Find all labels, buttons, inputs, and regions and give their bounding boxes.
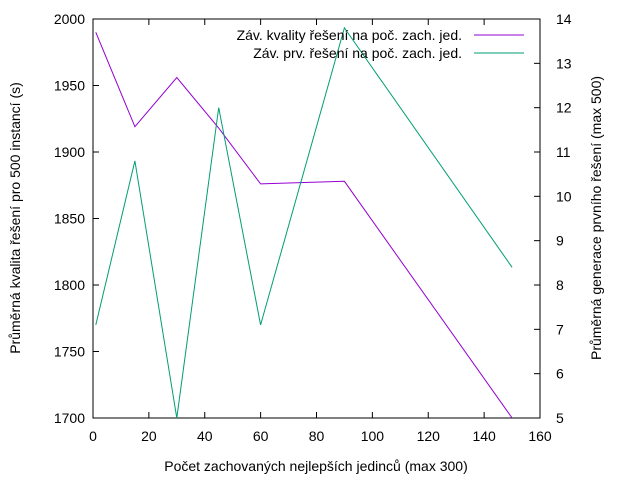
- y-tick-label: 1800: [54, 277, 85, 293]
- y2-axis-label: Průměrná generace prvního řešení (max 50…: [588, 76, 604, 360]
- x-tick-label: 160: [528, 428, 552, 444]
- x-tick-label: 0: [89, 428, 97, 444]
- y2-tick-label: 11: [556, 144, 571, 160]
- x-tick-label: 60: [253, 428, 269, 444]
- y-tick-label: 1900: [54, 144, 85, 160]
- plot-frame: [92, 18, 541, 419]
- legend-label-2: Záv. prv. řešení na poč. zach. jed.: [253, 45, 462, 61]
- y-tick-label: 1850: [54, 211, 85, 227]
- y-tick-label: 1700: [54, 410, 85, 426]
- x-tick-label: 80: [309, 428, 325, 444]
- y2-tick-label: 8: [556, 277, 564, 293]
- series-line-1: [95, 32, 513, 419]
- y2-tick-label: 9: [556, 233, 564, 249]
- y-tick-label: 2000: [54, 11, 85, 27]
- y2-tick-label: 10: [556, 188, 572, 204]
- y-tick-label: 1950: [54, 78, 85, 94]
- x-tick-label: 120: [417, 428, 441, 444]
- y-axis-label: Průměrná kvalita řešení pro 500 instancí…: [7, 82, 23, 354]
- x-tick-label: 140: [472, 428, 496, 444]
- x-tick-label: 100: [361, 428, 385, 444]
- y2-tick-label: 6: [556, 366, 564, 382]
- ticks-layer: 0 20 40 60 80 100 120 140 160 1700 1750 1800 1850 190…: [54, 11, 572, 444]
- y2-tick-label: 13: [556, 55, 572, 71]
- legend: Záv. kvality řešení na poč. zach. jed. Zá…: [237, 27, 524, 61]
- series-line-2: [95, 26, 513, 419]
- x-tick-label: 20: [141, 428, 157, 444]
- series-layer: [95, 26, 513, 419]
- x-axis-label: Počet zachovaných nejlepších jedinců (ma…: [164, 458, 468, 474]
- y-tick-label: 1750: [54, 344, 85, 360]
- x-tick-label: 40: [197, 428, 213, 444]
- y2-tick-label: 14: [556, 11, 572, 27]
- y2-tick-label: 5: [556, 410, 564, 426]
- y2-tick-label: 12: [556, 100, 572, 116]
- y2-tick-label: 7: [556, 321, 564, 337]
- legend-label-1: Záv. kvality řešení na poč. zach. jed.: [237, 27, 462, 43]
